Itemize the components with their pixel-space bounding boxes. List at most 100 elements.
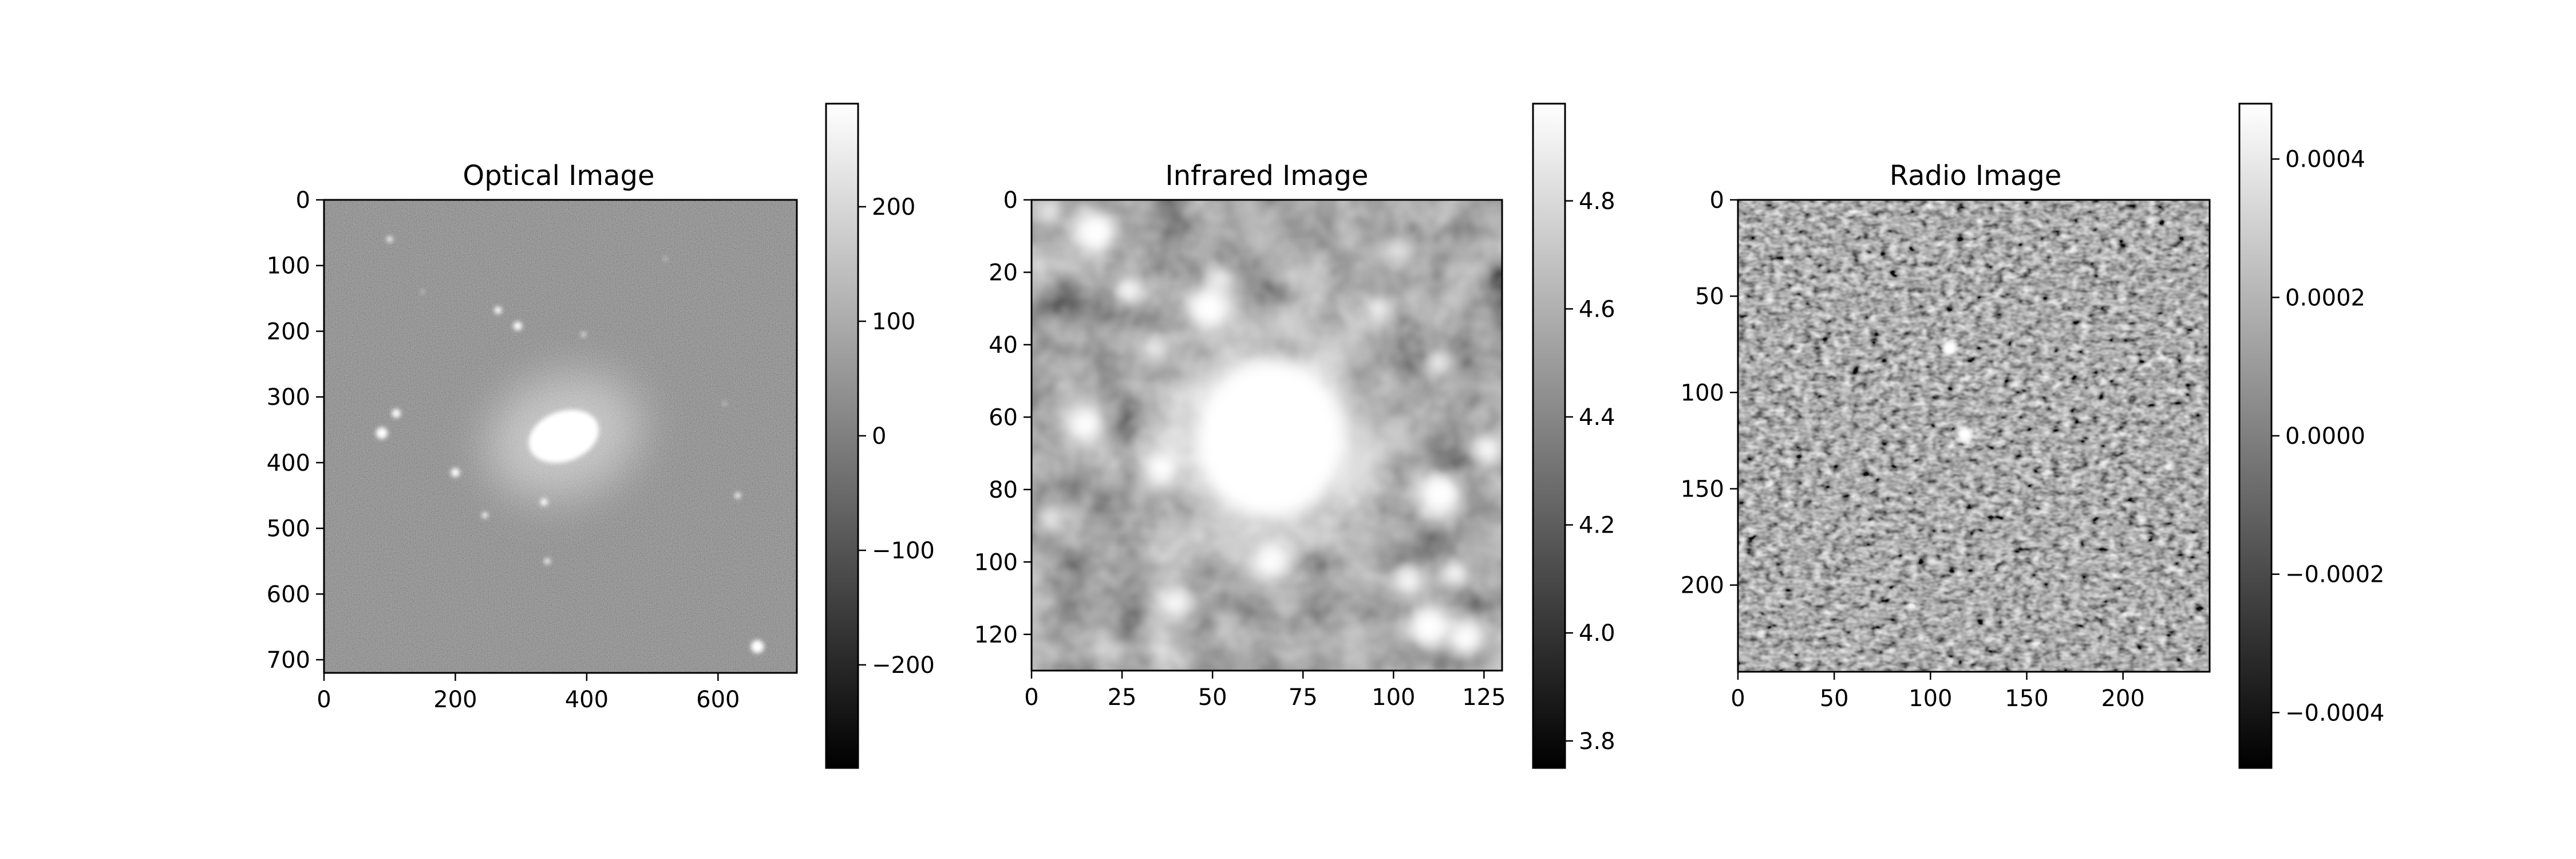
ir-source-13 bbox=[1473, 435, 1502, 464]
radio-cbar-tick-label-2: 0.0000 bbox=[2285, 423, 2365, 450]
optical-cbar-tick-label-4: −200 bbox=[872, 652, 935, 679]
optical-ytick-label-2: 200 bbox=[267, 318, 310, 345]
ir-source-4 bbox=[1144, 337, 1165, 359]
optical-star-5 bbox=[392, 409, 401, 417]
radio-panel: Radio Image 0 50 100 150 200 0 50 100 150 200 0.0… bbox=[1681, 104, 2385, 768]
infrared-xtick-label-2: 50 bbox=[1198, 684, 1227, 711]
optical-star-11 bbox=[482, 513, 488, 518]
infrared-cbar-tick-label-4: 4.0 bbox=[1579, 620, 1615, 647]
radio-xtick-label-2: 100 bbox=[1909, 685, 1952, 712]
optical-star-12 bbox=[723, 402, 726, 405]
radio-ytick-label-0: 0 bbox=[1710, 187, 1724, 214]
ir-source-8 bbox=[1162, 588, 1191, 617]
infrared-colorbar: 4.8 4.6 4.4 4.2 4.0 3.8 bbox=[1533, 104, 1615, 768]
radio-colorbar-gradient bbox=[2239, 104, 2271, 768]
radio-cbar-tick-label-4: −0.0004 bbox=[2285, 700, 2384, 726]
optical-colorbar: 200 100 0 −100 −200 bbox=[826, 104, 935, 768]
optical-star-10 bbox=[751, 640, 764, 653]
ir-source-5 bbox=[1068, 406, 1104, 442]
optical-ytick-label-5: 500 bbox=[267, 516, 310, 542]
ir-source-9 bbox=[1390, 240, 1412, 262]
radio-xtick-label-1: 50 bbox=[1820, 685, 1849, 712]
infrared-panel: Infrared Image 0 25 50 75 100 125 0 20 40 60 80 100… bbox=[974, 104, 1615, 768]
radio-cbar-tick-label-3: −0.0002 bbox=[2285, 562, 2384, 588]
optical-xtick-label-0: 0 bbox=[317, 687, 331, 713]
infrared-xtick-label-4: 100 bbox=[1372, 684, 1415, 711]
infrared-ytick-label-6: 120 bbox=[974, 622, 1018, 648]
ir-source-11 bbox=[1426, 352, 1448, 374]
optical-cbar-tick-label-0: 200 bbox=[872, 194, 915, 220]
optical-ytick-label-1: 100 bbox=[267, 253, 310, 279]
optical-star-9 bbox=[735, 492, 741, 498]
infrared-ytick-label-3: 60 bbox=[989, 404, 1018, 431]
optical-xtick-label-2: 400 bbox=[565, 687, 609, 713]
optical-xtick-label-1: 200 bbox=[433, 687, 477, 713]
optical-star-8 bbox=[544, 558, 550, 564]
ir-source-6 bbox=[1144, 450, 1180, 486]
radio-noise bbox=[1738, 200, 2210, 672]
optical-image bbox=[324, 200, 797, 673]
ir-source-0 bbox=[1075, 211, 1119, 254]
optical-star-1 bbox=[495, 306, 502, 314]
optical-star-4 bbox=[376, 427, 388, 439]
infrared-ytick-label-1: 20 bbox=[989, 259, 1018, 286]
optical-ytick-label-3: 300 bbox=[267, 384, 310, 411]
infrared-xtick-label-3: 75 bbox=[1289, 684, 1318, 711]
radio-cbar-tick-label-1: 0.0002 bbox=[2285, 285, 2365, 311]
ir-source-18 bbox=[1039, 507, 1061, 529]
ir-source-3 bbox=[1187, 287, 1231, 330]
ir-main-source bbox=[1195, 359, 1347, 518]
ir-source-14 bbox=[1393, 566, 1423, 595]
optical-panel: Optical Image 0 200 400 600 0 100 200 300 400 500… bbox=[267, 104, 935, 768]
ir-source-19 bbox=[1209, 269, 1231, 290]
ir-source-7 bbox=[1253, 544, 1289, 580]
radio-ytick-label-4: 200 bbox=[1681, 573, 1724, 599]
radio-source-1 bbox=[1957, 427, 1973, 443]
infrared-ytick-label-4: 80 bbox=[989, 477, 1018, 503]
optical-ytick-label-6: 600 bbox=[267, 581, 310, 608]
optical-star-0 bbox=[387, 237, 393, 242]
radio-xtick-label-3: 150 bbox=[2005, 685, 2048, 712]
optical-cbar-tick-label-3: −100 bbox=[872, 538, 935, 564]
infrared-cbar-tick-label-2: 4.4 bbox=[1579, 404, 1615, 431]
ir-source-2 bbox=[1115, 276, 1144, 305]
optical-star-6 bbox=[451, 468, 460, 477]
optical-star-2 bbox=[513, 322, 522, 330]
optical-colorbar-gradient bbox=[826, 104, 858, 768]
infrared-cbar-tick-label-5: 3.8 bbox=[1579, 728, 1615, 755]
radio-ytick-label-2: 100 bbox=[1681, 380, 1724, 406]
infrared-ytick-label-0: 0 bbox=[1003, 187, 1018, 214]
optical-xtick-label-3: 600 bbox=[696, 687, 740, 713]
infrared-ytick-label-2: 40 bbox=[989, 332, 1018, 358]
ir-source-17 bbox=[1448, 620, 1484, 656]
infrared-cbar-tick-label-0: 4.8 bbox=[1579, 188, 1615, 215]
optical-cbar-tick-label-1: 100 bbox=[872, 309, 915, 335]
infrared-title: Infrared Image bbox=[1165, 160, 1369, 192]
optical-star-3 bbox=[581, 332, 586, 337]
radio-cbar-tick-label-0: 0.0004 bbox=[2285, 147, 2365, 173]
optical-ytick-label-0: 0 bbox=[296, 187, 310, 214]
infrared-cbar-tick-label-3: 4.2 bbox=[1579, 513, 1615, 539]
radio-xtick-label-0: 0 bbox=[1730, 685, 1745, 712]
infrared-xtick-label-5: 125 bbox=[1462, 684, 1506, 711]
radio-image bbox=[1738, 200, 2210, 672]
radio-source-0 bbox=[1942, 341, 1958, 356]
optical-star-13 bbox=[421, 290, 424, 293]
optical-ytick-label-7: 700 bbox=[267, 647, 310, 673]
ir-source-1 bbox=[1039, 200, 1061, 222]
infrared-colorbar-gradient bbox=[1533, 104, 1565, 768]
ir-source-16 bbox=[1408, 605, 1452, 649]
optical-star-14 bbox=[664, 258, 667, 261]
optical-cbar-tick-label-2: 0 bbox=[872, 423, 886, 450]
radio-ytick-label-3: 150 bbox=[1681, 476, 1724, 502]
optical-star-7 bbox=[540, 498, 548, 506]
radio-colorbar: 0.0004 0.0002 0.0000 −0.0002 −0.0004 bbox=[2239, 104, 2384, 768]
ir-source-15 bbox=[1441, 558, 1470, 588]
infrared-cbar-tick-label-1: 4.6 bbox=[1579, 296, 1615, 322]
optical-ytick-label-4: 400 bbox=[267, 450, 310, 476]
infrared-xtick-label-0: 0 bbox=[1024, 684, 1038, 711]
infrared-xtick-label-1: 25 bbox=[1108, 684, 1137, 711]
radio-title: Radio Image bbox=[1890, 160, 2061, 192]
infrared-image bbox=[1032, 200, 1502, 671]
